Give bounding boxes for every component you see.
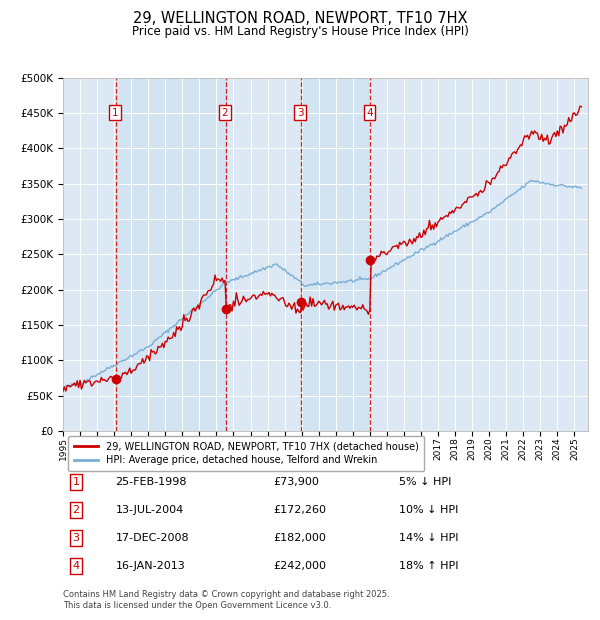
Text: 4: 4 bbox=[73, 561, 80, 571]
Text: 1: 1 bbox=[112, 108, 119, 118]
Text: 3: 3 bbox=[73, 533, 79, 543]
Text: 17-DEC-2008: 17-DEC-2008 bbox=[115, 533, 189, 543]
Text: 29, WELLINGTON ROAD, NEWPORT, TF10 7HX: 29, WELLINGTON ROAD, NEWPORT, TF10 7HX bbox=[133, 11, 467, 26]
Text: £182,000: £182,000 bbox=[273, 533, 326, 543]
Text: 5% ↓ HPI: 5% ↓ HPI bbox=[399, 477, 451, 487]
Text: £172,260: £172,260 bbox=[273, 505, 326, 515]
Text: Contains HM Land Registry data © Crown copyright and database right 2025.
This d: Contains HM Land Registry data © Crown c… bbox=[63, 590, 389, 609]
Text: 14% ↓ HPI: 14% ↓ HPI bbox=[399, 533, 458, 543]
Text: 16-JAN-2013: 16-JAN-2013 bbox=[115, 561, 185, 571]
Text: £242,000: £242,000 bbox=[273, 561, 326, 571]
Text: 3: 3 bbox=[296, 108, 304, 118]
Bar bbox=[301, 78, 370, 431]
Text: 25-FEB-1998: 25-FEB-1998 bbox=[115, 477, 187, 487]
Text: £73,900: £73,900 bbox=[273, 477, 319, 487]
Text: 18% ↑ HPI: 18% ↑ HPI bbox=[399, 561, 458, 571]
Text: 1: 1 bbox=[73, 477, 79, 487]
Legend: 29, WELLINGTON ROAD, NEWPORT, TF10 7HX (detached house), HPI: Average price, det: 29, WELLINGTON ROAD, NEWPORT, TF10 7HX (… bbox=[68, 436, 424, 471]
Text: 10% ↓ HPI: 10% ↓ HPI bbox=[399, 505, 458, 515]
Text: 2: 2 bbox=[73, 505, 80, 515]
Text: 13-JUL-2004: 13-JUL-2004 bbox=[115, 505, 184, 515]
Text: 4: 4 bbox=[366, 108, 373, 118]
Text: 2: 2 bbox=[221, 108, 228, 118]
Bar bbox=[116, 78, 226, 431]
Text: Price paid vs. HM Land Registry's House Price Index (HPI): Price paid vs. HM Land Registry's House … bbox=[131, 25, 469, 38]
